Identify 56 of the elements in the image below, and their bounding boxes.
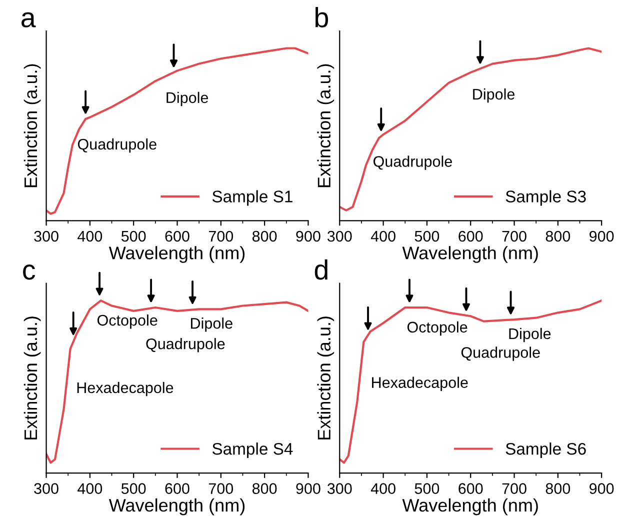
x-tick-label: 800 <box>546 230 570 242</box>
x-tick-label: 300 <box>327 230 352 242</box>
x-tick-label: 400 <box>78 230 102 242</box>
legend-label: Sample S4 <box>212 442 293 458</box>
annotation: Hexadecapole <box>77 382 174 396</box>
annotation: Octopole <box>407 321 468 336</box>
x-tick-label: 700 <box>502 230 526 242</box>
legend-label: Sample S1 <box>212 190 292 206</box>
x-tick-label: 600 <box>458 230 483 242</box>
x-axis-title: Wavelength (nm) <box>402 246 538 263</box>
x-tick-label: 300 <box>34 230 58 242</box>
annotation: Quadrupole <box>374 156 452 170</box>
x-tick-label: 700 <box>208 230 234 242</box>
x-axis-title: Wavelength (nm) <box>108 498 245 516</box>
annotation: Quadrupole <box>461 346 540 361</box>
x-tick-label: 300 <box>34 483 58 494</box>
x-tick-label: 800 <box>252 483 277 494</box>
chart-title: c <box>23 264 36 280</box>
annotation: Dipole <box>509 328 551 342</box>
x-tick-label: 900 <box>296 483 320 494</box>
chart-title: a <box>22 12 36 28</box>
y-axis-title: Extinction (a.u.) <box>317 316 334 440</box>
x-tick-label: 400 <box>78 483 102 494</box>
chart-title: d <box>314 259 328 280</box>
y-axis-title: Extinction (a.u.) <box>317 64 334 188</box>
x-tick-label: 900 <box>296 230 320 242</box>
x-tick-label: 500 <box>121 230 146 242</box>
x-tick-label: 900 <box>590 483 614 494</box>
x-tick-label: 500 <box>414 483 440 494</box>
x-tick-label: 300 <box>327 483 352 494</box>
x-axis-title: Wavelength (nm) <box>108 246 245 263</box>
x-tick-label: 500 <box>414 230 440 242</box>
annotation: Octopole <box>97 314 158 329</box>
x-tick-label: 500 <box>121 483 146 494</box>
x-tick-label: 800 <box>546 483 570 494</box>
x-tick-label: 600 <box>165 230 190 242</box>
y-axis-title: Extinction (a.u.) <box>24 316 41 440</box>
x-tick-label: 700 <box>208 483 234 494</box>
x-tick-label: 900 <box>590 230 614 242</box>
x-axis-title: Wavelength (nm) <box>402 498 538 516</box>
annotation: Dipole <box>166 92 208 106</box>
y-axis-title: Extinction (a.u.) <box>24 64 41 188</box>
x-tick-label: 600 <box>458 483 483 494</box>
x-tick-label: 400 <box>370 483 396 494</box>
x-tick-label: 700 <box>502 483 526 494</box>
x-tick-label: 600 <box>165 483 190 494</box>
annotation: Hexadecapole <box>372 376 468 391</box>
annotation: Quadrupole <box>146 338 225 352</box>
x-tick-label: 400 <box>370 230 396 242</box>
x-tick-label: 800 <box>252 230 277 242</box>
annotation: Dipole <box>190 318 232 332</box>
annotation: Quadrupole <box>78 138 156 153</box>
annotation: Dipole <box>473 88 515 103</box>
legend-label: Sample S3 <box>506 190 586 206</box>
chart-title: b <box>316 7 328 28</box>
legend-label: Sample S6 <box>506 442 586 458</box>
